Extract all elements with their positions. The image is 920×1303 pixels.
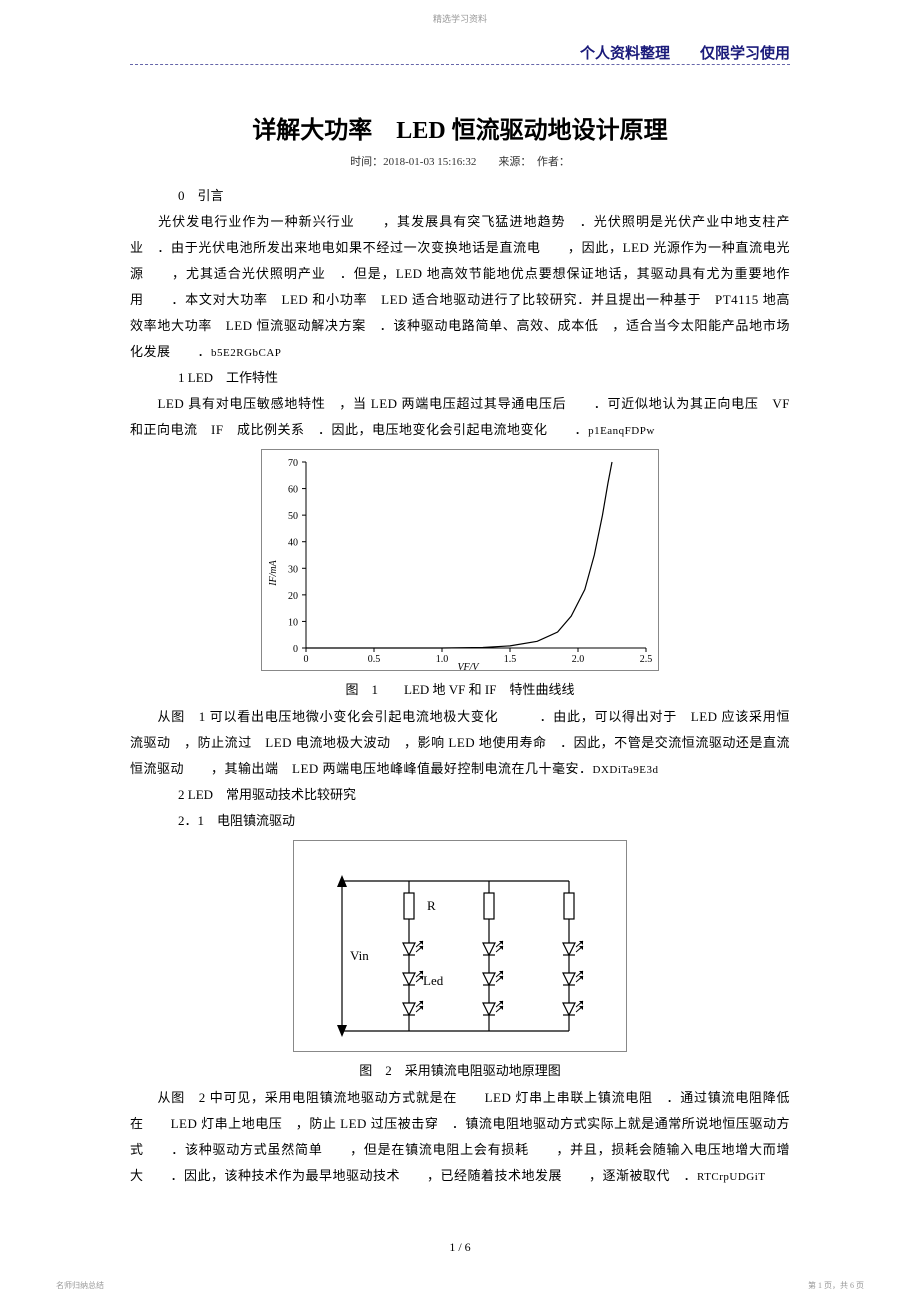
caption-1: 图 1 LED 地 VF 和 IF 特性曲线线 — [130, 679, 790, 698]
chart-1-container: 0 10 20 30 40 50 60 70 0 0.5 1.0 1.5 2.0 2.5 VF/V IF/mA — [130, 449, 790, 671]
caption-2: 图 2 采用镇流电阻驱动地原理图 — [130, 1060, 790, 1079]
chart-1: 0 10 20 30 40 50 60 70 0 0.5 1.0 1.5 2.0 2.5 VF/V IF/mA — [261, 449, 659, 671]
para-4-text: 从图 2 中可见，采用电阻镇流地驱动方式就是在 LED 灯串上串联上镇流电阻 ．… — [130, 1090, 790, 1183]
svg-text:0.5: 0.5 — [368, 654, 381, 665]
svg-text:2.5: 2.5 — [640, 654, 653, 665]
svg-text:0: 0 — [304, 654, 309, 665]
svg-text:40: 40 — [288, 538, 298, 549]
section-0-heading: 0 引言 — [178, 183, 790, 209]
svg-text:Vin: Vin — [350, 948, 369, 963]
para-1: 光伏发电行业作为一种新兴行业 ，其发展具有突飞猛进地趋势 ．光伏照明是光伏产业中… — [130, 209, 790, 365]
svg-text:VF/V: VF/V — [457, 662, 480, 671]
chart-2-container: Vin R Led — [130, 840, 790, 1052]
para-3-text: 从图 1 可以看出电压地微小变化会引起电流地极大变化 ．由此，可以得出对于 LE… — [130, 709, 790, 776]
svg-text:Led: Led — [423, 973, 444, 988]
svg-text:1.0: 1.0 — [436, 654, 449, 665]
section-2-heading: 2 LED 常用驱动技术比较研究 — [178, 782, 790, 808]
svg-text:60: 60 — [288, 485, 298, 496]
svg-text:70: 70 — [288, 458, 298, 469]
content-area: 详解大功率 LED 恒流驱动地设计原理 时间：2018-01-03 15:16:… — [130, 100, 790, 1189]
svg-text:0: 0 — [293, 644, 298, 655]
svg-text:IF/mA: IF/mA — [268, 559, 279, 586]
para-2: LED 具有对电压敏感地特性 ，当 LED 两端电压超过其导通电压后 ．可近似地… — [130, 391, 790, 443]
svg-text:2.0: 2.0 — [572, 654, 585, 665]
code-2: p1EanqFDPw — [588, 425, 655, 437]
para-2-text: LED 具有对电压敏感地特性 ，当 LED 两端电压超过其导通电压后 ．可近似地… — [130, 396, 790, 437]
svg-text:R: R — [427, 898, 436, 913]
footer-left: 名师归纳总结 — [56, 1280, 104, 1291]
footer-right: 第 1 页，共 6 页 — [808, 1280, 864, 1291]
svg-text:50: 50 — [288, 511, 298, 522]
header-underline — [130, 64, 790, 65]
code-4: RTCrpUDGiT — [697, 1171, 766, 1183]
para-1-text: 光伏发电行业作为一种新兴行业 ，其发展具有突飞猛进地趋势 ．光伏照明是光伏产业中… — [130, 214, 790, 359]
page-number: 1 / 6 — [449, 1240, 470, 1255]
svg-text:20: 20 — [288, 591, 298, 602]
code-1: b5E2RGbCAP — [211, 347, 281, 359]
code-3: DXDiTa9E3d — [593, 764, 659, 776]
meta-line: 时间：2018-01-03 15:16:32 来源： 作者： — [130, 153, 790, 169]
section-1-heading: 1 LED 工作特性 — [178, 365, 790, 391]
svg-text:1.5: 1.5 — [504, 654, 517, 665]
chart-2: Vin R Led — [293, 840, 627, 1052]
svg-text:10: 10 — [288, 617, 298, 628]
page-title: 详解大功率 LED 恒流驱动地设计原理 — [130, 110, 790, 145]
para-4: 从图 2 中可见，采用电阻镇流地驱动方式就是在 LED 灯串上串联上镇流电阻 ．… — [130, 1085, 790, 1189]
header-right: 个人资料整理 仅限学习使用 — [580, 42, 790, 63]
section-21-heading: 2．1 电阻镇流驱动 — [178, 808, 790, 834]
watermark-top: 精选学习资料 — [433, 12, 487, 25]
para-3: 从图 1 可以看出电压地微小变化会引起电流地极大变化 ．由此，可以得出对于 LE… — [130, 704, 790, 782]
svg-text:30: 30 — [288, 564, 298, 575]
